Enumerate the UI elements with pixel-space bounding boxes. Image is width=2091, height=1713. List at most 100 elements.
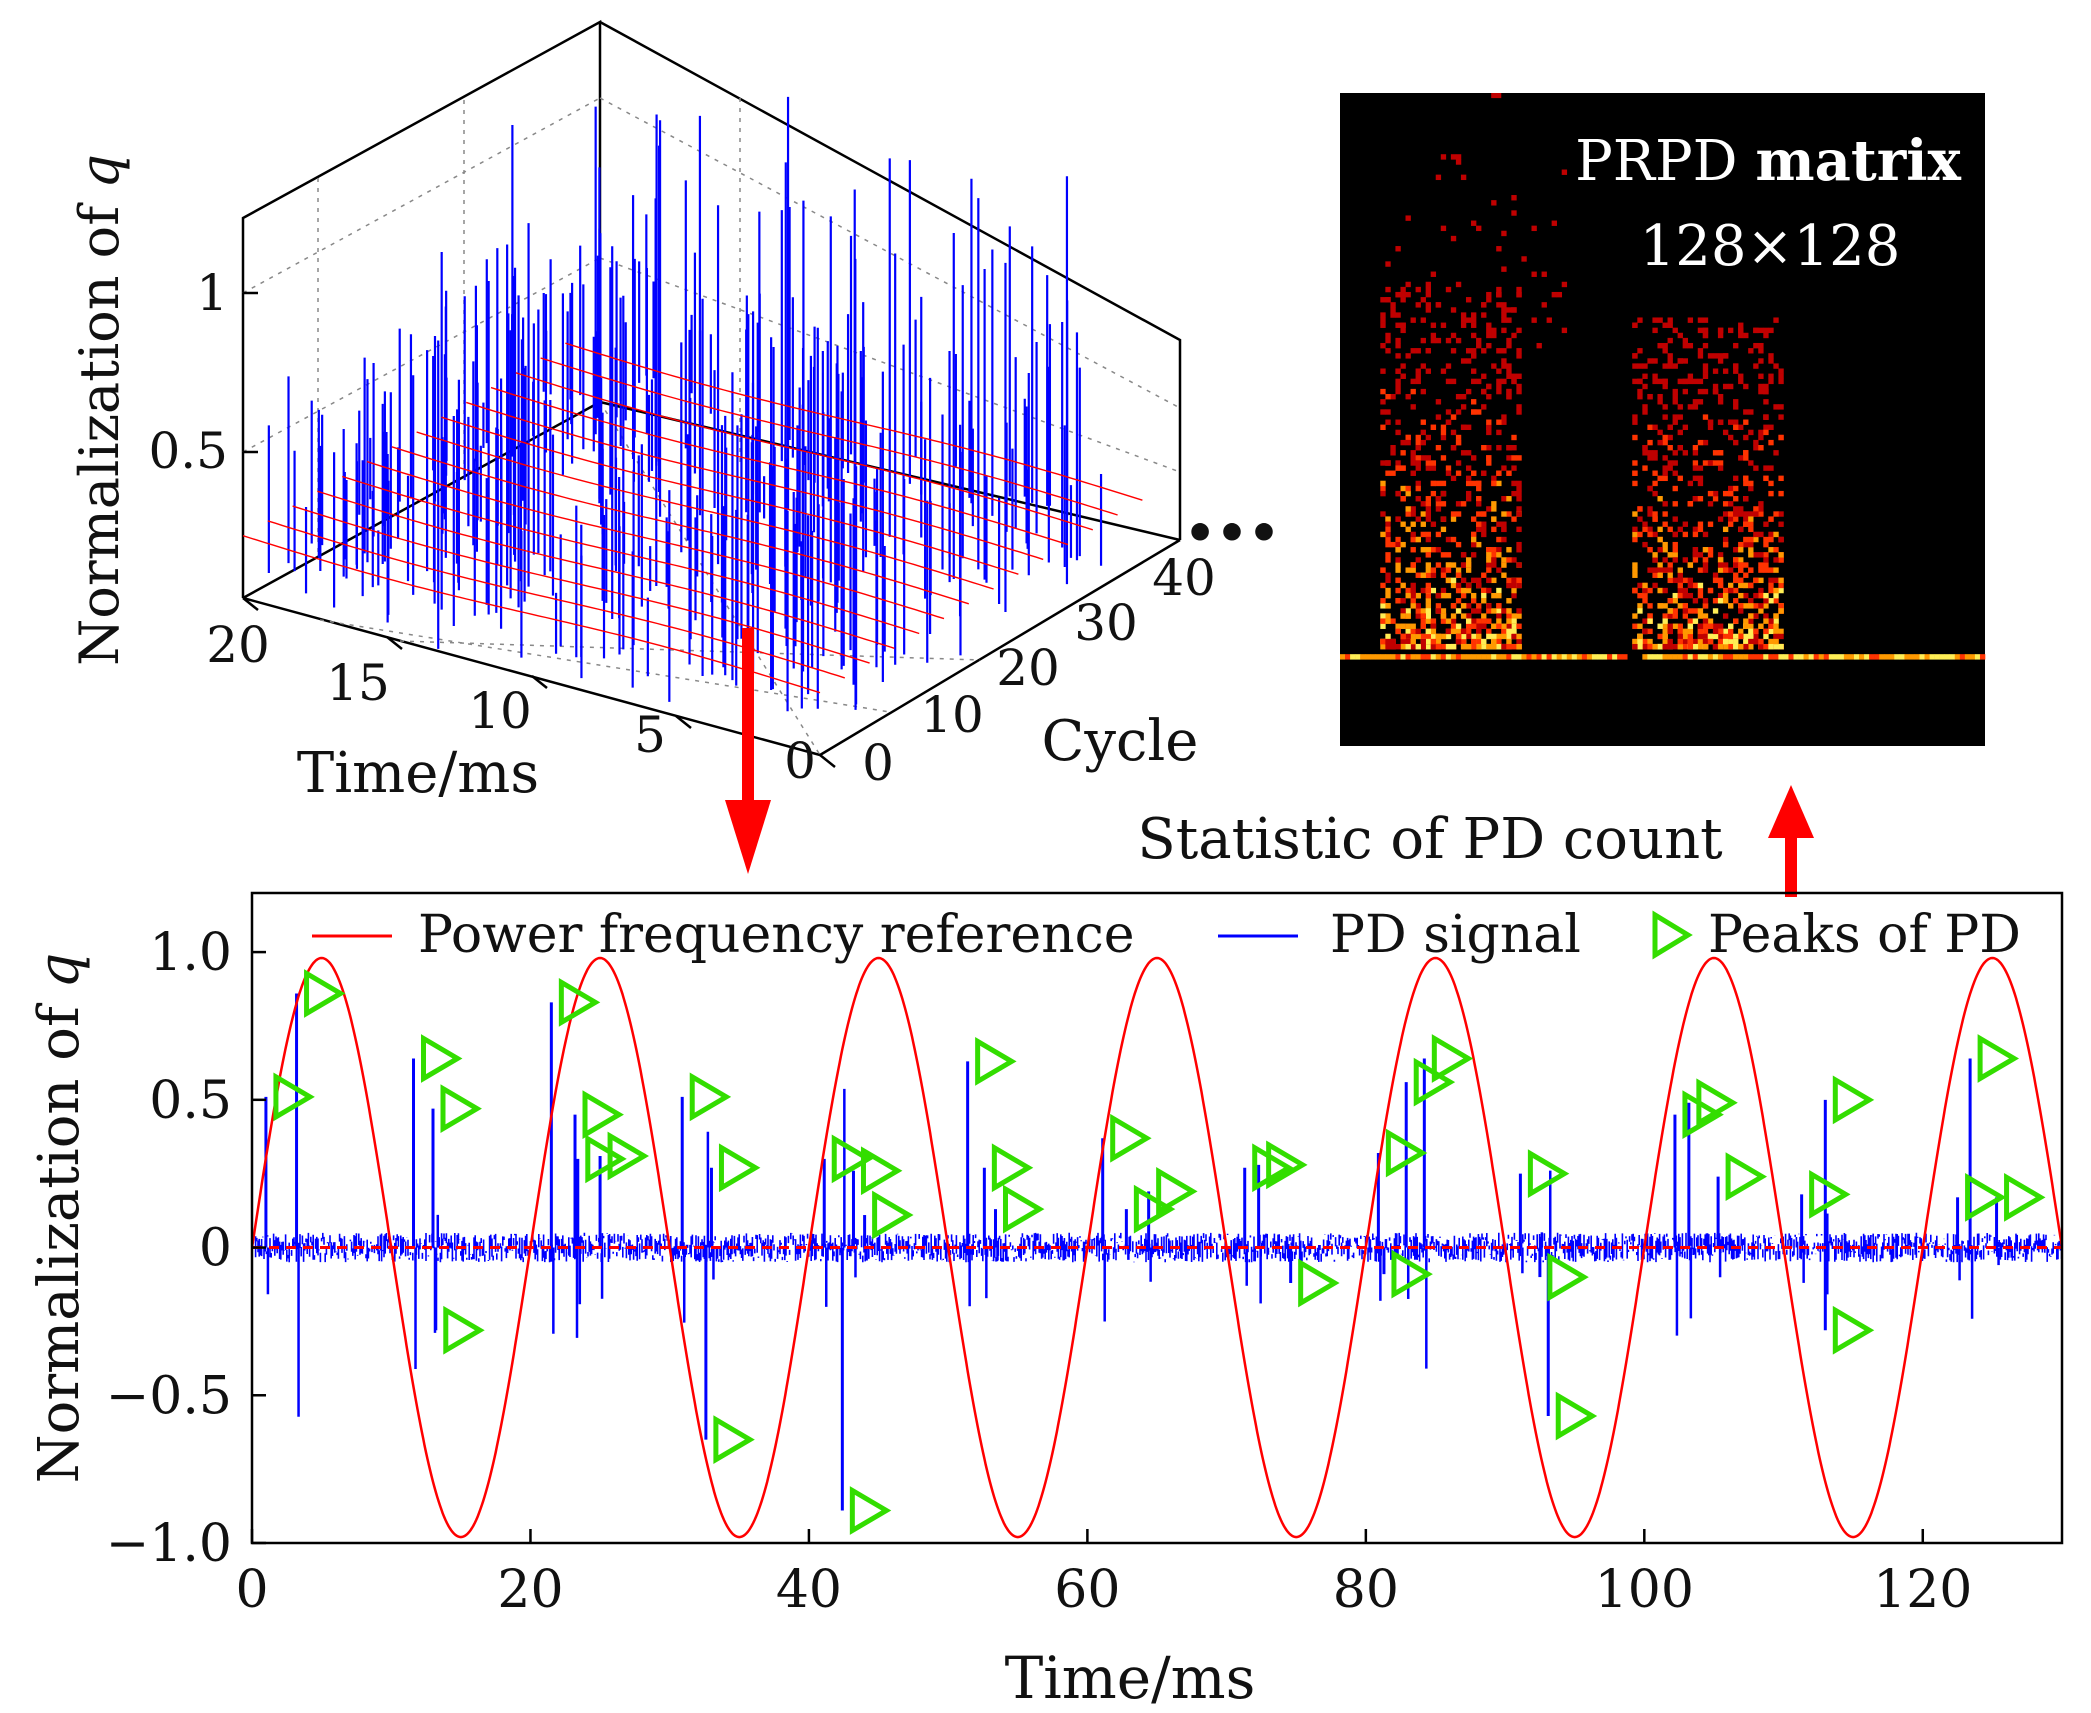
prpd-cell — [1415, 373, 1421, 379]
prpd-cell — [1697, 480, 1704, 487]
prpd-cell — [1516, 608, 1522, 614]
prpd-cell — [1395, 623, 1401, 629]
prpd-cell — [1460, 501, 1467, 507]
prpd-cell — [1944, 654, 1951, 660]
prpd-cell — [1788, 654, 1794, 660]
prpd-cell — [1516, 577, 1522, 584]
prpd-cell — [1435, 531, 1442, 538]
prpd-cell — [1481, 598, 1487, 604]
prpd-cell — [1385, 613, 1391, 619]
prpd-cell — [1516, 485, 1522, 492]
prpd-cell — [1687, 342, 1694, 349]
peak-marker — [607, 1131, 650, 1181]
prpd-cell — [1471, 332, 1477, 339]
prpd-cell — [1667, 363, 1673, 369]
prpd-cell — [1420, 297, 1426, 303]
prpd-matrix-panel: PRPD matrix 128×128 — [1340, 93, 1986, 746]
prpd-cell — [1496, 419, 1502, 425]
prpd-cell — [1758, 383, 1764, 390]
prpd-cell — [1672, 557, 1678, 563]
prpd-cell — [1662, 348, 1668, 354]
prpd-cell — [1768, 490, 1774, 497]
prpd-cell — [1380, 531, 1386, 538]
prpd-cell — [1748, 480, 1754, 487]
prpd-cell — [1647, 618, 1653, 624]
prpd-cell — [1460, 358, 1467, 364]
prpd-cell — [1471, 577, 1477, 584]
prpd-cell — [1728, 623, 1734, 629]
prpd-cell — [1657, 439, 1663, 446]
prpd-cell — [1385, 516, 1391, 522]
x-tick-5: 5 — [634, 706, 666, 764]
prpd-cell — [1496, 643, 1502, 650]
prpd-cell — [1758, 342, 1764, 349]
peak-marker — [1725, 1152, 1768, 1202]
prpd-cell — [1496, 480, 1502, 487]
peak-marker — [1133, 1184, 1176, 1234]
prpd-cell — [1667, 654, 1673, 660]
prpd-cell — [1450, 429, 1457, 436]
prpd-cell — [1728, 582, 1734, 589]
prpd-cell — [1395, 541, 1401, 548]
prpd-cell — [1632, 353, 1638, 359]
prpd-cell — [1465, 582, 1472, 589]
prpd-cell — [1687, 373, 1694, 379]
prpd-cell — [1738, 373, 1744, 379]
prpd-cell — [1748, 628, 1754, 635]
prpd-cell — [1733, 511, 1739, 517]
prpd-cell — [1506, 496, 1512, 502]
peak-marker — [2004, 1172, 2046, 1222]
prpd-cell — [1385, 348, 1391, 354]
prpd-cell — [1496, 567, 1502, 573]
prpd-cell — [1692, 531, 1699, 538]
prpd-cell — [1425, 643, 1432, 650]
prpd-cell — [1662, 618, 1668, 624]
prpd-cell — [1602, 654, 1608, 660]
prpd-cell — [1692, 378, 1699, 385]
prpd-cell — [1707, 490, 1714, 497]
prpd-cell — [1697, 439, 1704, 446]
prpd-cell — [1738, 322, 1744, 328]
prpd-cell — [1637, 363, 1643, 369]
prpd-cell — [1380, 322, 1386, 328]
prpd-cell — [1405, 567, 1411, 573]
prpd-cell — [1481, 348, 1487, 354]
prpd-cell — [1385, 536, 1391, 543]
prpd-cell — [1778, 475, 1784, 482]
prpd-cell — [1687, 317, 1694, 323]
prpd-cell — [1405, 485, 1411, 492]
y-tick-label: 0 — [199, 1219, 232, 1279]
prpd-cell — [1395, 465, 1401, 471]
prpd-cell — [1501, 363, 1507, 369]
prpd-cell — [1516, 291, 1522, 298]
prpd-cell — [1702, 368, 1709, 374]
prpd-cell — [1697, 633, 1704, 640]
prpd-cell — [1415, 439, 1421, 446]
y-axis-label: Normalization of q — [27, 953, 92, 1484]
prpd-cell — [1667, 643, 1673, 650]
prpd-cell — [1687, 633, 1694, 640]
prpd-cell — [1728, 654, 1734, 660]
prpd-cell — [1662, 404, 1668, 410]
prpd-cell — [1763, 557, 1769, 563]
prpd-cell — [1400, 598, 1406, 604]
prpd-cell — [1652, 450, 1658, 456]
prpd-cell — [1511, 618, 1517, 624]
prpd-cell — [1471, 536, 1477, 543]
prpd-cell — [1647, 628, 1653, 635]
prpd-cell — [1652, 327, 1658, 334]
prpd-cell — [1511, 307, 1517, 313]
prpd-cell — [1763, 598, 1769, 604]
prpd-cell — [1617, 654, 1623, 660]
prpd-cell — [1395, 246, 1401, 252]
prpd-cell — [1783, 654, 1789, 660]
prpd-cell — [1712, 460, 1719, 466]
prpd-cell — [1672, 552, 1678, 558]
prpd-cell — [1717, 582, 1724, 589]
prpd-cell — [1415, 572, 1421, 578]
3d-ribbon-line — [465, 401, 1044, 561]
prpd-cell — [1486, 562, 1492, 568]
prpd-cell — [1425, 552, 1432, 558]
prpd-cell — [1390, 393, 1396, 400]
prpd-cell — [1511, 623, 1517, 629]
